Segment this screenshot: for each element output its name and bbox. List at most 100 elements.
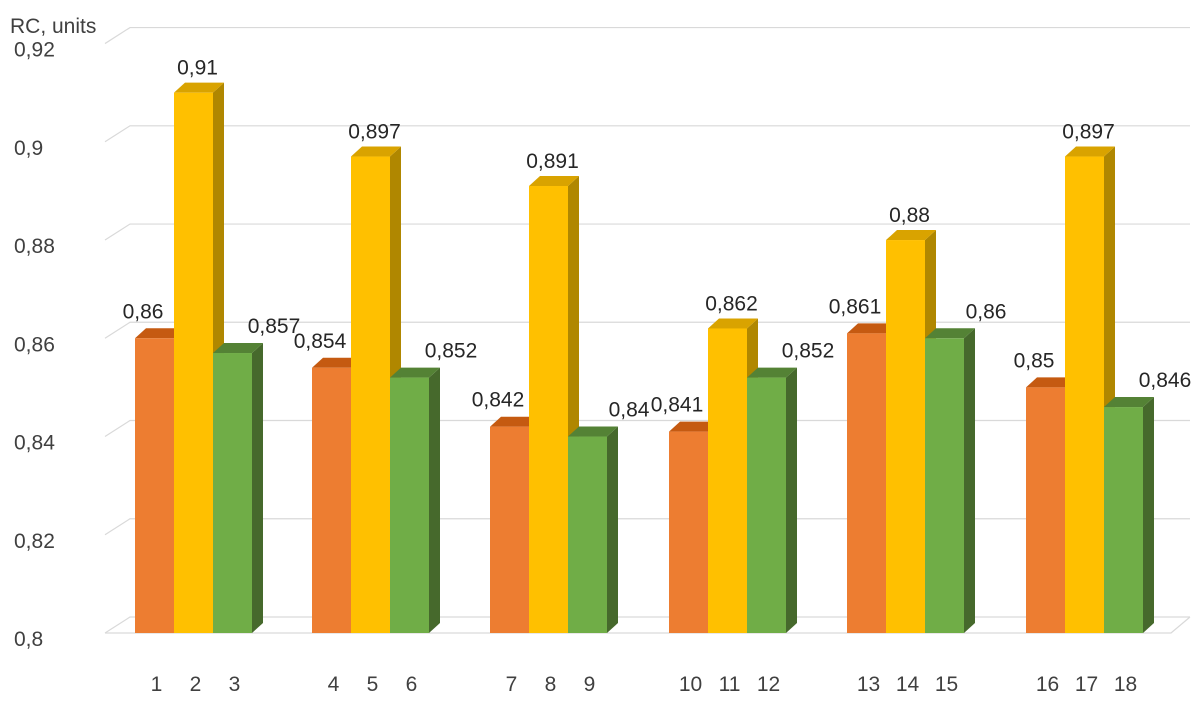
data-label: 0,841 (651, 394, 704, 417)
data-label: 0,846 (1139, 369, 1192, 392)
bar (747, 367, 797, 633)
data-label: 0,86 (966, 300, 1007, 323)
gridline (104, 26, 1190, 45)
gridline (104, 321, 1190, 339)
y-tick-label: 0,8 (14, 628, 43, 651)
data-label: 0,88 (889, 204, 930, 227)
gridline (104, 419, 1190, 438)
data-label: 0,85 (1014, 349, 1055, 372)
y-tick-label: 0,92 (14, 39, 55, 62)
x-tick-label: 13 (857, 673, 880, 696)
data-label: 0,852 (425, 340, 478, 363)
x-tick-label: 2 (190, 673, 202, 696)
x-tick-label: 4 (328, 673, 340, 696)
bar-top-face (1026, 377, 1076, 388)
gridline (104, 125, 1190, 143)
data-label: 0,897 (1062, 121, 1115, 144)
x-tick-label: 8 (545, 673, 557, 696)
data-label: 0,84 (609, 399, 650, 422)
x-tick-label: 5 (367, 673, 379, 696)
y-tick-label: 0,84 (14, 432, 55, 455)
bar-front-face (174, 92, 213, 634)
bar-side-face (964, 328, 975, 633)
bar-top-face (490, 416, 540, 427)
data-label: 0,852 (782, 340, 835, 363)
bar-front-face (669, 431, 708, 633)
bar-front-face (886, 240, 925, 634)
bar-top-face (390, 367, 440, 378)
x-tick-label: 18 (1114, 673, 1137, 696)
bar-front-face (1104, 407, 1143, 633)
bar-top-face (847, 323, 897, 334)
x-tick-label: 6 (406, 673, 418, 696)
x-tick-label: 12 (757, 673, 780, 696)
bar-top-face (1104, 397, 1154, 408)
y-tick-label: 0,82 (14, 530, 55, 553)
gridline (104, 223, 1190, 241)
bar-top-face (529, 176, 579, 187)
x-tick-label: 1 (151, 673, 163, 696)
bar-side-face (607, 426, 618, 633)
bar-front-face (529, 186, 568, 633)
bar (213, 343, 263, 633)
x-tick-label: 15 (935, 673, 958, 696)
bar-top-face (174, 82, 224, 93)
bar-top-face (708, 318, 758, 329)
bar (568, 426, 618, 633)
bar-side-face (786, 367, 797, 633)
bar-front-face (708, 328, 747, 633)
data-label: 0,854 (294, 330, 347, 353)
bar-top-face (351, 146, 401, 157)
x-tick-label: 16 (1036, 673, 1059, 696)
bar-top-face (1065, 146, 1115, 157)
bar-side-face (429, 367, 440, 633)
bar-front-face (747, 377, 786, 633)
bar-top-face (747, 367, 797, 378)
y-tick-label: 0,9 (14, 137, 43, 160)
bar-front-face (490, 426, 529, 633)
floor-edge (105, 616, 1191, 634)
bar-top-face (312, 357, 362, 368)
data-label: 0,842 (472, 389, 525, 412)
bar-front-face (135, 338, 174, 633)
x-tick-label: 11 (719, 673, 741, 696)
bar-front-face (1026, 387, 1065, 633)
bar-side-face (1143, 397, 1154, 633)
bar-top-face (135, 328, 185, 339)
bar-front-face (390, 377, 429, 633)
x-axis-ticks: 1 2 3 4 5 6 7 8 9 10 11 12 13 14 15 16 17 18 (151, 673, 1138, 696)
bar-top-face (568, 426, 618, 437)
y-tick-label: 0,88 (14, 235, 55, 258)
bar-side-face (252, 343, 263, 633)
bar-front-face (568, 436, 607, 633)
bar (925, 328, 975, 633)
x-tick-label: 7 (506, 673, 518, 696)
x-tick-label: 14 (896, 673, 920, 696)
gridline (104, 518, 1190, 536)
bar-front-face (213, 353, 252, 633)
y-axis-title: RC, units (10, 15, 96, 38)
y-axis-ticks: 0,8 0,82 0,84 0,86 0,88 0,9 0,92 (14, 39, 55, 651)
x-tick-label: 10 (679, 673, 702, 696)
bar-top-face (886, 230, 936, 241)
bar-front-face (925, 338, 964, 633)
x-tick-label: 9 (584, 673, 596, 696)
bar-top-face (925, 328, 975, 339)
data-label: 0,891 (526, 150, 579, 173)
data-label: 0,897 (348, 121, 401, 144)
data-label: 0,862 (705, 292, 758, 315)
data-label: 0,91 (177, 57, 218, 80)
gridline (104, 616, 1190, 634)
data-label: 0,861 (829, 295, 882, 318)
bar-front-face (312, 367, 351, 633)
gridlines (104, 26, 1191, 634)
bar (1104, 397, 1154, 633)
data-label: 0,86 (123, 300, 164, 323)
bar-front-face (351, 156, 390, 633)
bar-front-face (1065, 156, 1104, 633)
bar-front-face (847, 333, 886, 633)
x-tick-label: 17 (1075, 673, 1098, 696)
bars (135, 82, 1154, 634)
